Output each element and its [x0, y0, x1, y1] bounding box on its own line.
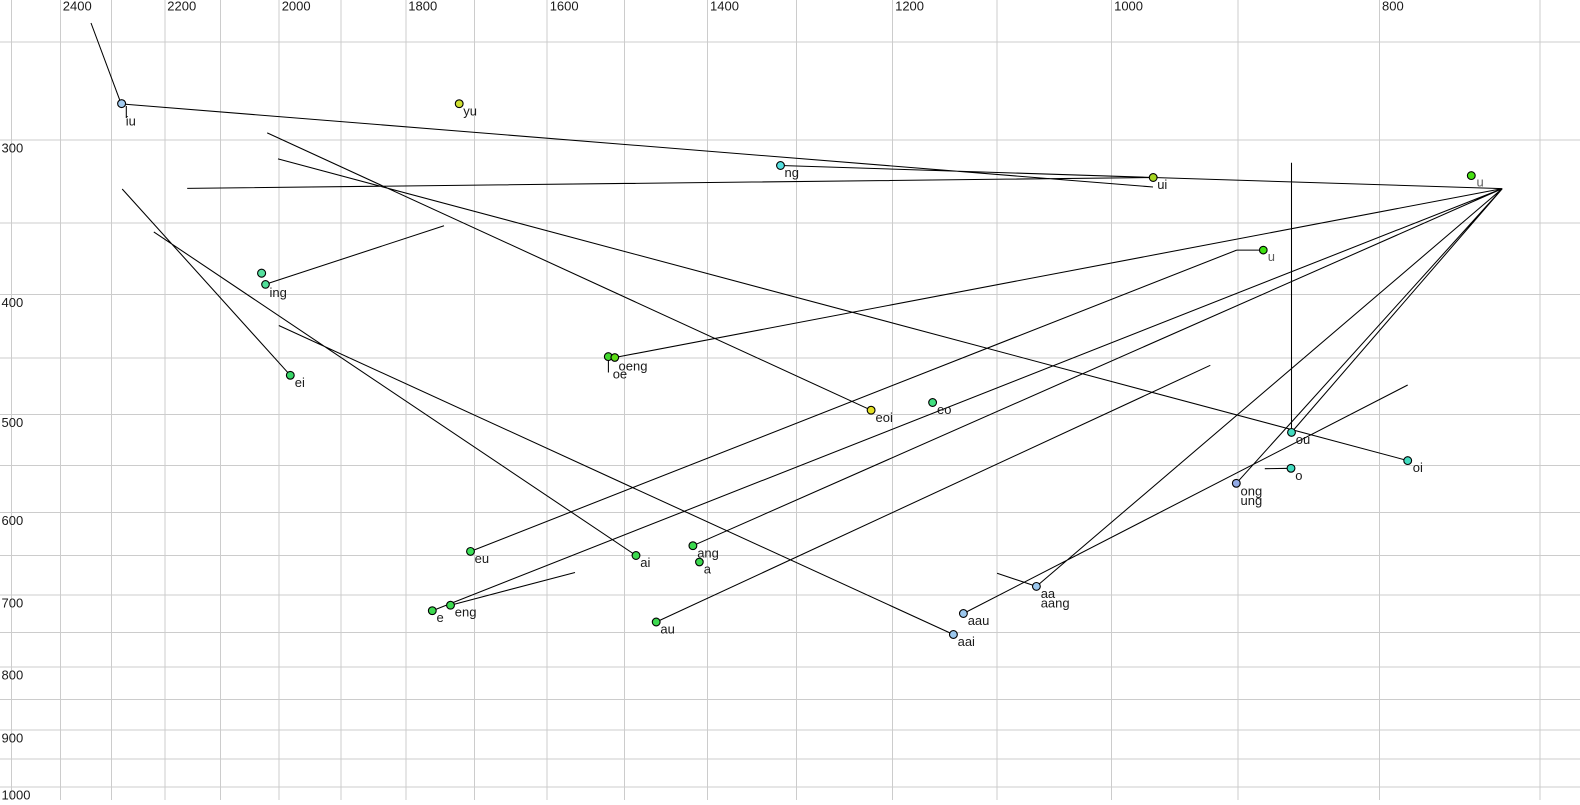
- svg-text:800: 800: [2, 667, 24, 682]
- svg-text:ang: ang: [697, 546, 719, 561]
- svg-text:a: a: [704, 562, 712, 577]
- svg-text:1600: 1600: [550, 0, 579, 14]
- svg-text:ui: ui: [1157, 177, 1167, 192]
- svg-text:2200: 2200: [167, 0, 196, 14]
- svg-text:ei: ei: [295, 375, 305, 390]
- svg-text:eng: eng: [455, 605, 477, 620]
- svg-text:900: 900: [2, 731, 24, 746]
- svg-text:ing: ing: [270, 285, 287, 300]
- svg-text:1400: 1400: [710, 0, 739, 14]
- svg-text:1000: 1000: [1114, 0, 1143, 14]
- svg-text:500: 500: [2, 415, 24, 430]
- svg-text:1000: 1000: [2, 787, 31, 800]
- svg-text:aai: aai: [958, 634, 975, 649]
- svg-text:800: 800: [1382, 0, 1404, 14]
- svg-text:400: 400: [2, 295, 24, 310]
- svg-text:u: u: [1477, 174, 1484, 189]
- svg-text:2000: 2000: [282, 0, 311, 14]
- svg-text:oi: oi: [1413, 460, 1423, 475]
- svg-text:iu: iu: [126, 113, 136, 128]
- svg-text:aa: aa: [1041, 586, 1056, 601]
- svg-text:2400: 2400: [63, 0, 92, 14]
- svg-text:300: 300: [2, 141, 24, 156]
- svg-text:ng: ng: [785, 165, 799, 180]
- svg-text:u: u: [1268, 249, 1275, 264]
- svg-text:oeng: oeng: [619, 359, 648, 374]
- svg-text:600: 600: [2, 513, 24, 528]
- svg-text:aang: aang: [1041, 596, 1070, 611]
- svg-text:oe: oe: [613, 367, 627, 382]
- svg-text:au: au: [660, 622, 674, 637]
- svg-text:aau: aau: [968, 613, 990, 628]
- svg-text:ai: ai: [640, 555, 650, 570]
- svg-text:1800: 1800: [408, 0, 437, 14]
- svg-text:eo: eo: [937, 402, 951, 417]
- svg-text:ou: ou: [1296, 432, 1310, 447]
- svg-text:1200: 1200: [895, 0, 924, 14]
- svg-text:yu: yu: [463, 103, 477, 118]
- svg-text:e: e: [437, 610, 444, 625]
- svg-text:ong: ong: [1241, 483, 1263, 498]
- svg-text:o: o: [1295, 468, 1302, 483]
- svg-text:700: 700: [2, 596, 24, 611]
- svg-text:ung: ung: [1241, 493, 1263, 508]
- svg-text:eu: eu: [475, 551, 489, 566]
- svg-text:eoi: eoi: [876, 410, 893, 425]
